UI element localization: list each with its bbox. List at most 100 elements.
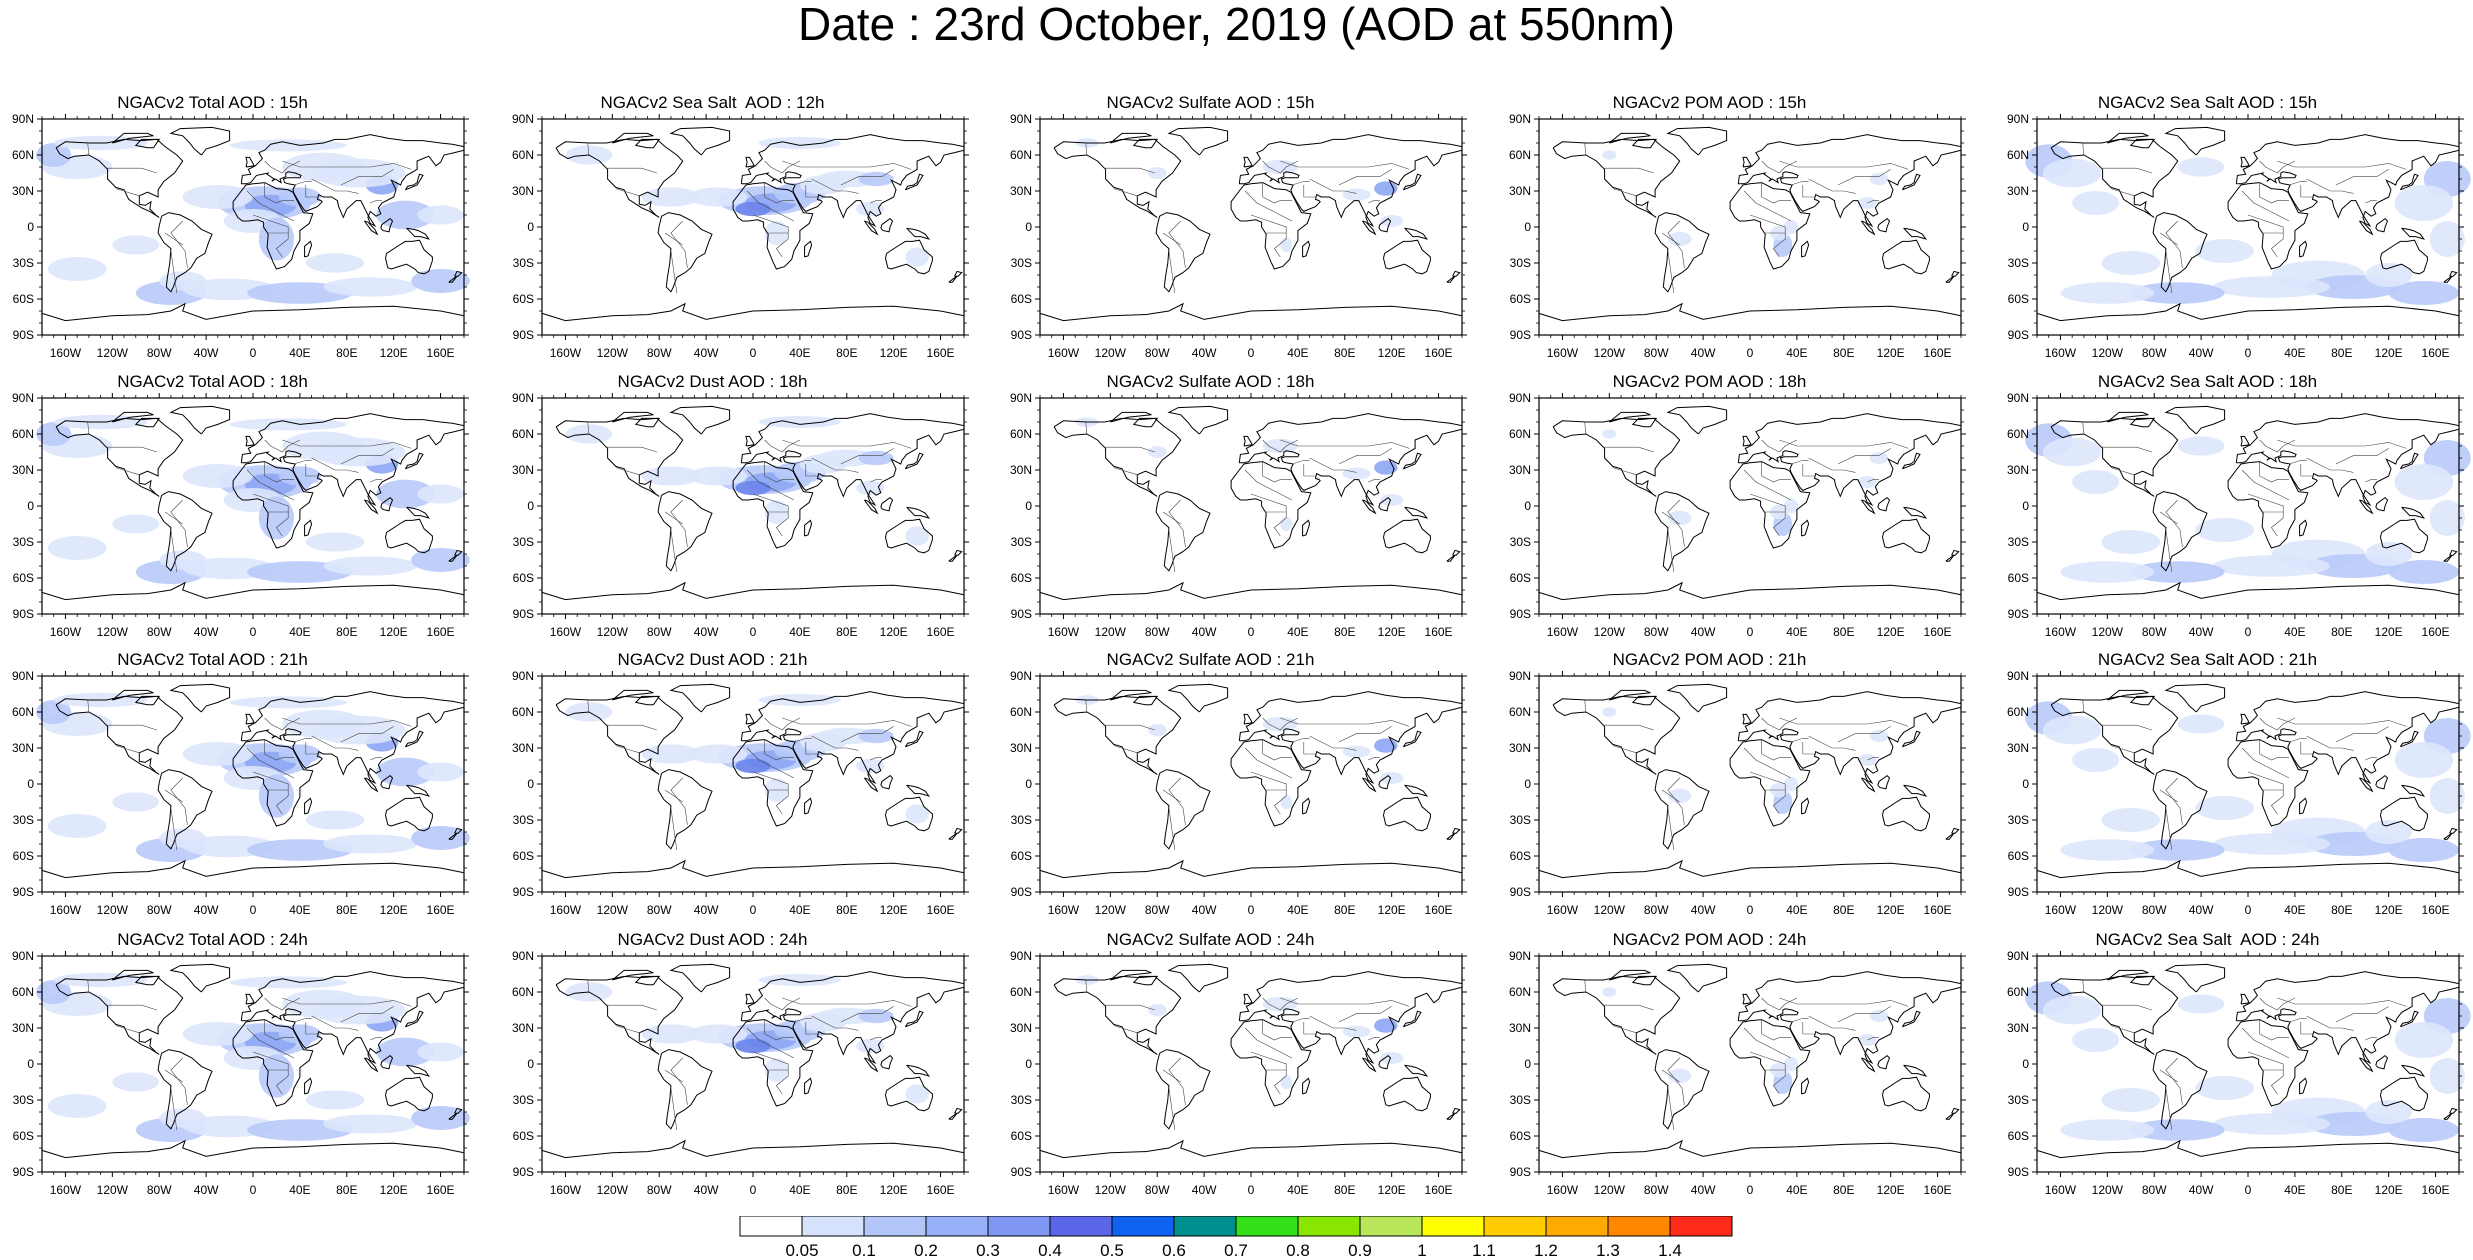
lat-label: 60N xyxy=(2007,985,2029,999)
coastline xyxy=(2235,134,2460,228)
lon-label: 80W xyxy=(647,625,672,639)
panel-title: NGACv2 POM AOD : 15h xyxy=(1612,93,1807,112)
coastline xyxy=(157,212,213,293)
lat-label: 90S xyxy=(513,1165,534,1179)
country-border xyxy=(664,511,683,525)
coastline xyxy=(157,1049,213,1130)
aod-region xyxy=(1602,707,1617,717)
lat-label: 60N xyxy=(512,705,534,719)
aod-region xyxy=(323,1114,418,1134)
country-border xyxy=(764,1019,794,1041)
country-border xyxy=(1168,220,1186,268)
country-border xyxy=(1368,1037,1380,1041)
lon-label: 40W xyxy=(1691,625,1716,639)
coastline xyxy=(1903,506,1928,519)
country-border xyxy=(2165,807,2173,851)
world-map: 90N 60N 30N 0 30S 60S 90S 160W 120W 80W 40W 0 40E 80E… xyxy=(1509,669,1966,917)
panel-title: NGACv2 Sulfate AOD : 21h xyxy=(1106,650,1315,669)
world-map: 90N 60N 30N 0 30S 60S 90S 160W 120W 80W 40W 0 40E 80E… xyxy=(2007,391,2471,639)
aod-region xyxy=(735,1038,771,1054)
coastline xyxy=(541,859,965,879)
aod-region xyxy=(1147,167,1167,179)
lon-label: 120E xyxy=(1877,903,1905,917)
country-border xyxy=(1280,997,1410,1007)
country-border xyxy=(1603,167,1654,174)
colorbar-label: 1 xyxy=(1417,1241,1426,1260)
coastline xyxy=(363,499,379,515)
aod-region xyxy=(2130,839,2225,861)
lon-label: 160E xyxy=(1924,625,1952,639)
country-border xyxy=(805,464,818,477)
lon-label: 80W xyxy=(1644,1183,1669,1197)
aod-region xyxy=(2388,1118,2459,1142)
country-border xyxy=(1661,1069,1680,1083)
panel-title: NGACv2 Sea Salt AOD : 18h xyxy=(2097,372,2318,391)
lat-label: 30S xyxy=(1011,256,1032,270)
world-map: 90N 60N 30N 0 30S 60S 90S 160W 120W 80W 40W 0 40E 80E… xyxy=(512,112,969,360)
lat-label: 60N xyxy=(1010,985,1032,999)
coastline xyxy=(732,739,814,827)
aod-region xyxy=(2195,796,2254,820)
aod-region xyxy=(1262,438,1298,454)
coastline xyxy=(954,1107,963,1114)
lat-label: 60S xyxy=(1011,571,1032,585)
country-border xyxy=(670,1087,678,1131)
lon-label: 80E xyxy=(336,903,357,917)
lon-label: 40E xyxy=(2284,903,2305,917)
lon-label: 120W xyxy=(1594,346,1626,360)
aod-region xyxy=(1280,794,1293,810)
coastline xyxy=(2299,240,2308,258)
lat-label: 60N xyxy=(512,148,534,162)
country-border xyxy=(764,997,801,1011)
lat-label: 30N xyxy=(1509,463,1531,477)
country-border xyxy=(840,1006,894,1023)
coastline xyxy=(1538,859,1962,879)
aod-region xyxy=(1147,724,1167,736)
coastline xyxy=(611,969,654,981)
coastlines xyxy=(1039,683,1463,879)
coastline xyxy=(954,270,963,277)
country-border xyxy=(2165,499,2183,547)
coastline xyxy=(1167,405,1229,435)
country-border xyxy=(246,469,295,501)
lon-label: 40E xyxy=(789,625,810,639)
panel-title: NGACv2 POM AOD : 24h xyxy=(1612,930,1807,949)
lon-label: 80E xyxy=(1833,903,1854,917)
coastline xyxy=(245,156,255,168)
colorbar-swatch xyxy=(739,1216,803,1237)
country-border xyxy=(2165,220,2183,268)
country-border xyxy=(2288,738,2307,743)
lat-label: 60N xyxy=(12,427,34,441)
coastline xyxy=(245,713,255,725)
coastline xyxy=(1666,126,1728,156)
lon-label: 120W xyxy=(2092,1183,2124,1197)
coastline xyxy=(904,1010,924,1028)
country-border xyxy=(305,1022,318,1035)
coastline xyxy=(1302,240,1311,258)
coastlines xyxy=(2036,405,2460,601)
aod-region xyxy=(47,536,107,560)
lat-label: 30S xyxy=(2008,813,2029,827)
country-border xyxy=(670,220,688,268)
lon-label: 80E xyxy=(2331,1183,2352,1197)
lon-label: 160W xyxy=(50,625,82,639)
lon-label: 120W xyxy=(1095,625,1127,639)
coastline xyxy=(363,1057,379,1073)
country-border xyxy=(1244,747,1293,779)
lon-label: 40W xyxy=(694,1183,719,1197)
coastline xyxy=(1238,971,1463,1065)
lon-label: 160E xyxy=(2422,1183,2450,1197)
country-border xyxy=(106,167,157,174)
coastline xyxy=(906,784,931,797)
country-border xyxy=(2259,1019,2289,1041)
world-map: 90N 60N 30N 0 30S 60S 90S 160W 120W 80W 40W 0 40E 80E… xyxy=(2007,949,2471,1197)
coastline xyxy=(1109,689,1152,701)
lat-label: 90S xyxy=(13,328,34,342)
lat-label: 30N xyxy=(2007,1021,2029,1035)
aod-region xyxy=(36,143,72,167)
panel-title: NGACv2 Dust AOD : 18h xyxy=(617,372,808,391)
lon-label: 40E xyxy=(2284,625,2305,639)
country-border xyxy=(264,1019,294,1041)
coastline xyxy=(1361,777,1377,793)
coastline xyxy=(657,1049,713,1130)
